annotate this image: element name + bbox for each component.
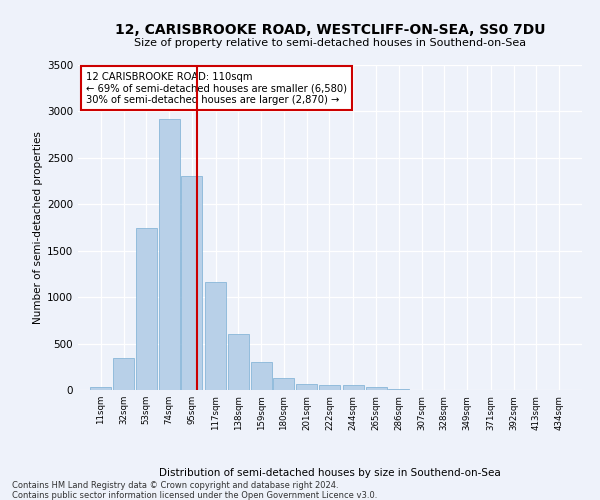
Bar [181, 176, 202, 390]
Bar [113, 358, 134, 390]
Bar [274, 378, 295, 390]
Bar [319, 385, 340, 390]
Bar [343, 386, 364, 390]
Bar [228, 334, 249, 390]
Bar [251, 362, 272, 390]
Text: 12, CARISBROOKE ROAD, WESTCLIFF-ON-SEA, SS0 7DU: 12, CARISBROOKE ROAD, WESTCLIFF-ON-SEA, … [115, 22, 545, 36]
Text: 12 CARISBROOKE ROAD: 110sqm
← 69% of semi-detached houses are smaller (6,580)
30: 12 CARISBROOKE ROAD: 110sqm ← 69% of sem… [86, 72, 347, 104]
Bar [90, 387, 111, 390]
Text: Size of property relative to semi-detached houses in Southend-on-Sea: Size of property relative to semi-detach… [134, 38, 526, 48]
Bar [296, 384, 317, 390]
Bar [365, 387, 386, 390]
Bar [136, 228, 157, 390]
Text: Distribution of semi-detached houses by size in Southend-on-Sea: Distribution of semi-detached houses by … [159, 468, 501, 477]
Bar [158, 119, 179, 390]
Text: Contains public sector information licensed under the Open Government Licence v3: Contains public sector information licen… [12, 491, 377, 500]
Bar [205, 282, 226, 390]
Text: Contains HM Land Registry data © Crown copyright and database right 2024.: Contains HM Land Registry data © Crown c… [12, 481, 338, 490]
Y-axis label: Number of semi-detached properties: Number of semi-detached properties [33, 131, 43, 324]
Bar [388, 389, 409, 390]
